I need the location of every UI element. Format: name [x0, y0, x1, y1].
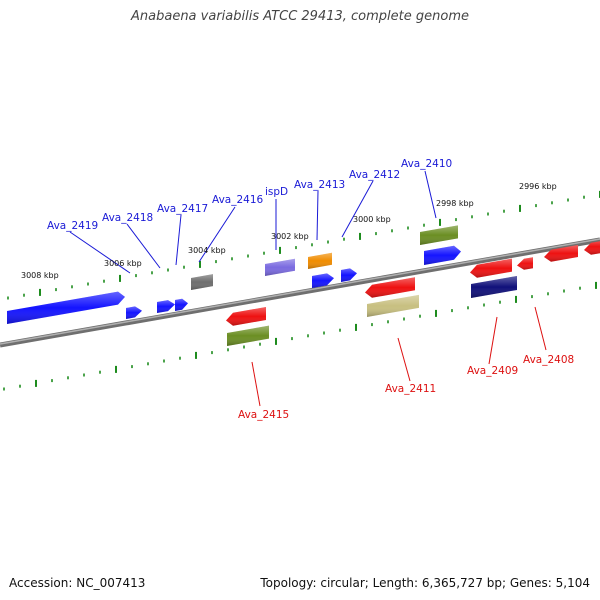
feature-track [7, 225, 600, 346]
feature-shade [157, 300, 175, 313]
gene-label-reverse[interactable]: Ava_2408 [523, 354, 574, 366]
leader-line [341, 180, 374, 238]
gene-label-forward[interactable]: Ava_2416 [212, 194, 264, 206]
feature-shade [584, 241, 600, 255]
feature-shade [517, 257, 533, 270]
gene-label-reverse[interactable]: Ava_2411 [385, 383, 436, 395]
leader-line [198, 206, 236, 263]
scale-label: 2996 kbp [519, 182, 557, 191]
leader-line [175, 214, 182, 266]
accession-text: Accession: NC_007413 [9, 576, 146, 590]
scale-label: 2998 kbp [436, 199, 474, 208]
scale-label: 3008 kbp [21, 271, 59, 280]
genome-summary-text: Topology: circular; Length: 6,365,727 bp… [260, 576, 590, 590]
scale-label: 3002 kbp [271, 232, 309, 241]
page-title: Anabaena variabilis ATCC 29413, complete… [131, 9, 469, 24]
feature-shade [312, 273, 334, 288]
gene-label-reverse[interactable]: Ava_2415 [238, 409, 289, 421]
feature-shade [227, 325, 269, 346]
feature-shade [471, 275, 517, 298]
gene-label-reverse[interactable]: Ava_2409 [467, 365, 518, 377]
genome-backbone [0, 237, 600, 348]
gene-label-forward[interactable]: Ava_2418 [102, 212, 153, 224]
leader-line [397, 337, 411, 382]
feature-shade [341, 268, 357, 282]
feature-shade [7, 291, 125, 324]
feature-shade [308, 252, 332, 269]
leader-line [126, 223, 161, 269]
leader-line [69, 231, 131, 274]
feature-shade [191, 274, 213, 290]
gene-label-forward[interactable]: Ava_2413 [294, 179, 345, 191]
genome-backbone-highlight [0, 238, 600, 345]
feature-shade [126, 306, 142, 319]
scale-label: 3006 kbp [104, 259, 142, 268]
gene-label-forward[interactable]: Ava_2410 [401, 158, 452, 170]
feature-shade [265, 258, 295, 276]
feature-shade [544, 245, 578, 262]
label-leaders [69, 170, 547, 407]
feature-shade [365, 277, 415, 298]
leader-line [488, 316, 498, 365]
scale-ticks-top [7, 190, 600, 300]
feature-shade [420, 225, 458, 245]
leader-line [251, 361, 261, 407]
gene-label-forward[interactable]: ispD [265, 186, 288, 198]
leader-line [534, 306, 547, 351]
leader-line [316, 190, 319, 241]
gene-label-forward[interactable]: Ava_2419 [47, 220, 98, 232]
gene-label-forward[interactable]: Ava_2412 [349, 169, 400, 181]
feature-shade [424, 245, 461, 265]
scale-label: 3000 kbp [353, 215, 391, 224]
feature-shade [470, 258, 512, 278]
scale-ticks-bottom [3, 281, 597, 391]
scale-label: 3004 kbp [188, 246, 226, 255]
gene-label-forward[interactable]: Ava_2417 [157, 203, 208, 215]
leader-line [424, 170, 437, 219]
feature-shade [226, 307, 266, 326]
feature-shade [175, 298, 188, 311]
feature-shade [367, 294, 419, 317]
